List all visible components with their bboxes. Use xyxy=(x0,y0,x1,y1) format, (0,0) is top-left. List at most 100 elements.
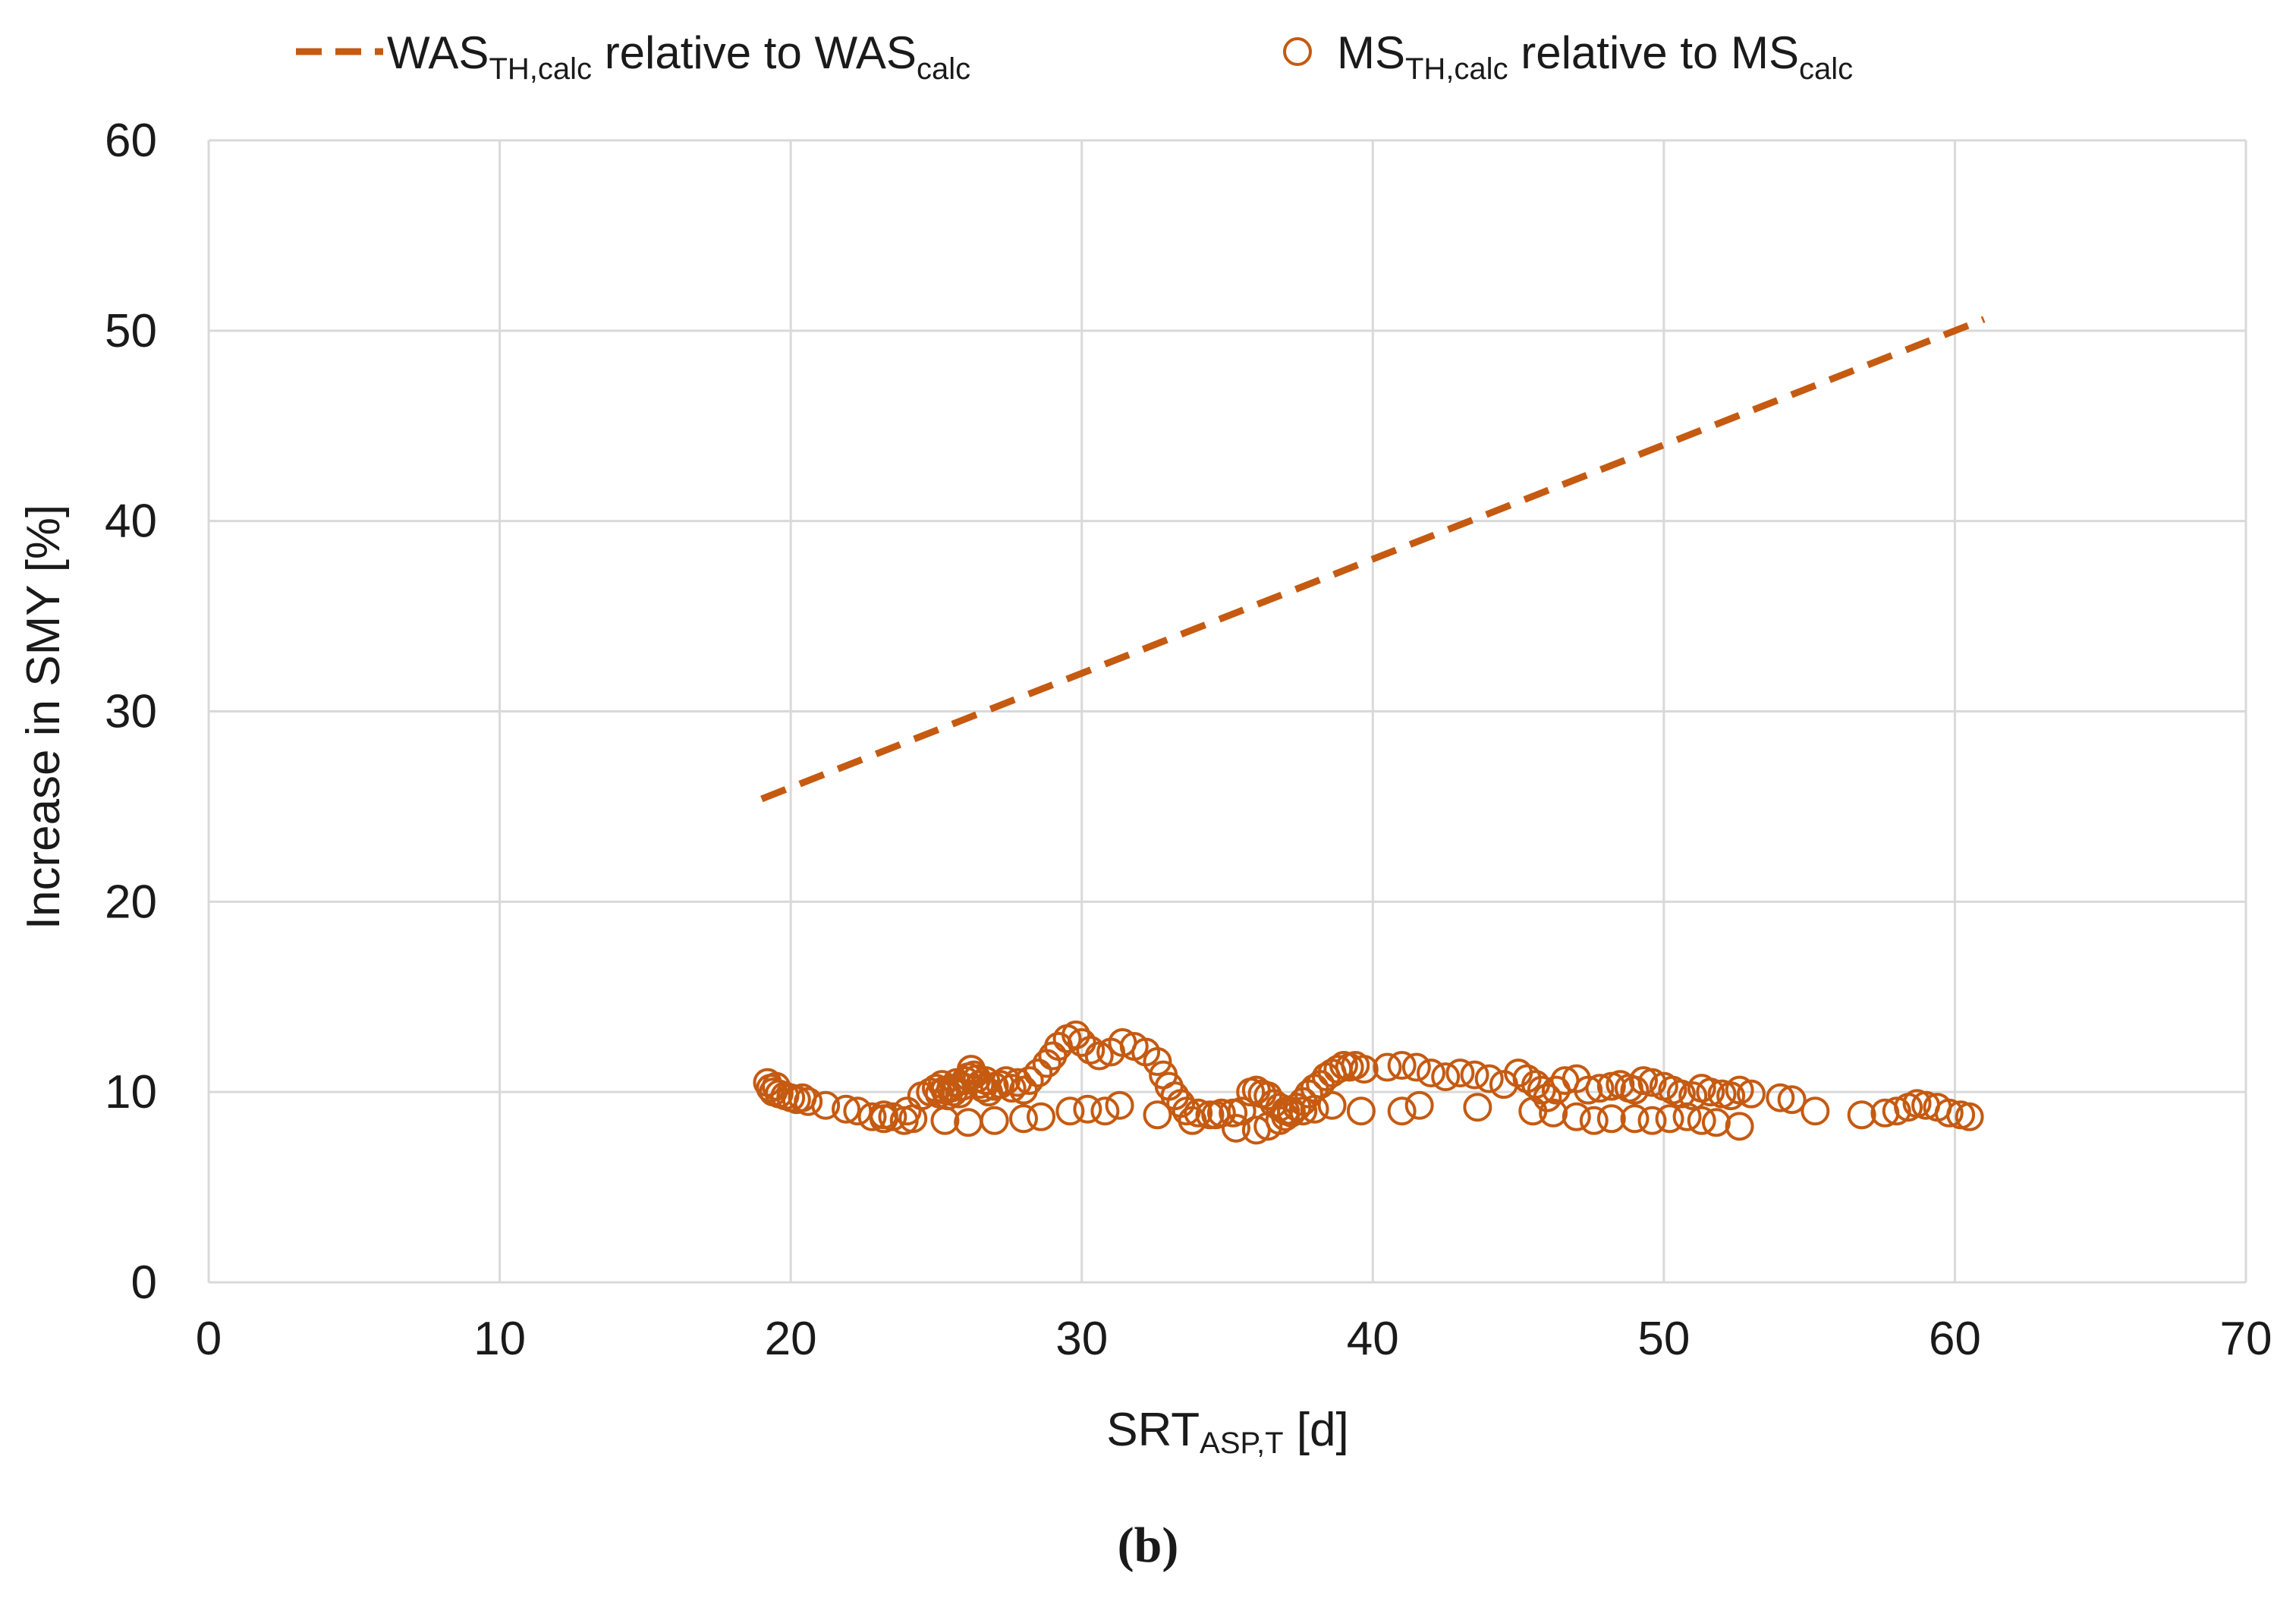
data-point xyxy=(1955,1102,1984,1131)
data-point xyxy=(1445,1059,1475,1088)
data-point xyxy=(857,1102,887,1131)
x-tick-label: 70 xyxy=(2220,1313,2272,1365)
legend-label-part: WAS xyxy=(387,27,489,78)
data-point xyxy=(1579,1106,1609,1135)
x-axis-label-suffix: [d] xyxy=(1284,1404,1349,1456)
data-point xyxy=(1401,1052,1431,1082)
y-tick-label: 20 xyxy=(105,876,157,928)
data-point xyxy=(1701,1108,1731,1137)
data-point xyxy=(1346,1096,1376,1126)
data-point xyxy=(971,1066,1001,1096)
y-tick-label: 60 xyxy=(105,115,157,167)
data-point xyxy=(1222,1113,1251,1143)
y-axis-ticks: 0 10 20 30 40 50 60 xyxy=(105,115,157,1309)
data-point xyxy=(1404,1090,1434,1120)
x-axis-label-main: SRT xyxy=(1106,1404,1200,1456)
data-point xyxy=(1777,1085,1807,1115)
data-point xyxy=(892,1096,922,1126)
data-point xyxy=(1317,1090,1347,1120)
data-point xyxy=(1073,1094,1102,1124)
data-point xyxy=(1637,1106,1667,1135)
data-point xyxy=(1518,1096,1548,1126)
data-point xyxy=(1027,1102,1056,1131)
data-point xyxy=(1024,1059,1053,1088)
legend-label-part: relative to MS xyxy=(1508,27,1799,78)
data-point xyxy=(997,1074,1027,1103)
data-point xyxy=(1463,1093,1492,1122)
gridlines xyxy=(207,139,2247,1284)
legend: WASTH,calc relative to WAScalc MSTH,calc … xyxy=(296,27,1853,86)
data-point xyxy=(1716,1081,1746,1111)
x-axis-ticks: 0 10 20 30 40 50 60 70 xyxy=(196,1313,2272,1365)
legend-entry: WASTH,calc relative to WAScalc xyxy=(296,27,970,86)
legend-label-part: TH,calc xyxy=(489,52,592,86)
data-point xyxy=(1620,1075,1650,1105)
data-point xyxy=(1055,1096,1085,1126)
x-tick-label: 60 xyxy=(1929,1313,1981,1365)
data-point xyxy=(1672,1102,1702,1131)
legend-label-part: calc xyxy=(917,52,970,86)
data-point xyxy=(1620,1104,1650,1134)
data-point xyxy=(1387,1051,1417,1081)
legend-entry: MSTH,calc relative to MScalc xyxy=(1283,27,1853,86)
data-point xyxy=(1596,1104,1626,1134)
data-point xyxy=(1847,1100,1876,1130)
data-point xyxy=(1387,1096,1417,1126)
x-axis-label-sub: ASP,T xyxy=(1200,1427,1283,1460)
x-axis-label: SRTASP,T [d] xyxy=(1106,1404,1349,1460)
series-ms-points xyxy=(753,1020,1984,1145)
data-point xyxy=(1539,1098,1568,1128)
legend-circle-symbol xyxy=(1283,37,1312,66)
data-point xyxy=(1271,1102,1301,1131)
x-tick-label: 40 xyxy=(1347,1313,1399,1365)
data-point xyxy=(1696,1077,1725,1107)
data-point xyxy=(832,1094,861,1124)
x-tick-label: 50 xyxy=(1637,1313,1690,1365)
data-point xyxy=(1038,1041,1068,1071)
x-tick-label: 20 xyxy=(765,1313,817,1365)
data-point xyxy=(1105,1090,1134,1120)
data-point xyxy=(1474,1064,1504,1093)
panel-label: (b) xyxy=(1118,1518,1179,1573)
data-point xyxy=(1562,1102,1591,1131)
data-point xyxy=(1076,1035,1106,1065)
data-point xyxy=(1062,1020,1091,1049)
data-point xyxy=(1882,1096,1911,1126)
data-point xyxy=(930,1106,960,1135)
data-point xyxy=(1801,1096,1830,1126)
data-point xyxy=(1678,1081,1708,1111)
legend-label: WASTH,calc relative to WAScalc xyxy=(387,27,970,86)
data-point xyxy=(1300,1094,1329,1124)
legend-label-part: TH,calc xyxy=(1405,52,1508,86)
data-point xyxy=(1201,1100,1231,1130)
data-point xyxy=(1766,1083,1795,1112)
data-point xyxy=(1143,1100,1172,1130)
data-point xyxy=(1090,1096,1120,1126)
data-point xyxy=(869,1100,898,1130)
data-point xyxy=(1014,1066,1044,1096)
legend-label: MSTH,calc relative to MScalc xyxy=(1337,27,1853,86)
x-tick-label: 10 xyxy=(473,1313,526,1365)
data-point xyxy=(1585,1074,1615,1103)
data-point xyxy=(1637,1068,1667,1097)
data-point xyxy=(1574,1075,1603,1105)
data-point xyxy=(1460,1060,1489,1090)
data-point xyxy=(1009,1104,1038,1134)
data-point xyxy=(1349,1055,1379,1084)
series-was-dashed-line xyxy=(760,316,1986,803)
data-point xyxy=(1655,1104,1684,1134)
legend-label-part: MS xyxy=(1337,27,1405,78)
y-tick-label: 10 xyxy=(105,1066,157,1118)
data-point xyxy=(1288,1096,1318,1126)
data-point xyxy=(1725,1112,1754,1141)
legend-label-part: calc xyxy=(1799,52,1853,86)
data-point xyxy=(1143,1047,1172,1077)
data-point xyxy=(1184,1098,1213,1128)
legend-label-part: relative to WAS xyxy=(592,27,917,78)
data-point xyxy=(1417,1059,1445,1088)
y-tick-label: 50 xyxy=(105,305,157,357)
data-point xyxy=(1084,1041,1114,1071)
data-point xyxy=(1736,1079,1766,1109)
series-was-line xyxy=(760,316,1986,803)
